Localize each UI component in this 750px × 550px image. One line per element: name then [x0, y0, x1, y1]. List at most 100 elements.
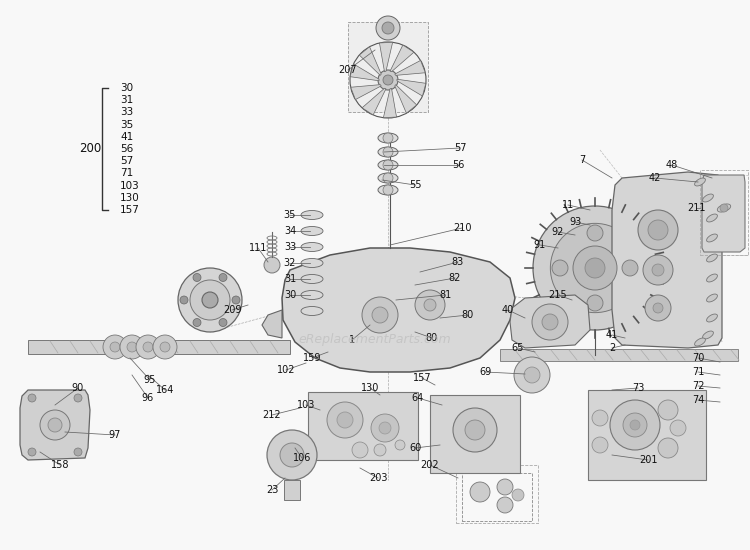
Ellipse shape: [703, 331, 713, 339]
Text: 7: 7: [579, 155, 585, 165]
Circle shape: [383, 75, 393, 85]
Text: 203: 203: [369, 473, 387, 483]
Polygon shape: [380, 42, 393, 72]
Circle shape: [630, 420, 640, 430]
Circle shape: [103, 335, 127, 359]
Bar: [348, 22, 428, 112]
Ellipse shape: [706, 294, 718, 302]
Text: 33: 33: [120, 107, 134, 117]
Text: 202: 202: [421, 460, 440, 470]
Polygon shape: [262, 310, 282, 338]
Text: 73: 73: [632, 383, 644, 393]
Circle shape: [40, 410, 70, 440]
Text: 82: 82: [448, 273, 461, 283]
Circle shape: [382, 22, 394, 34]
Circle shape: [74, 448, 82, 456]
Text: 72: 72: [692, 381, 704, 391]
Text: 42: 42: [649, 173, 662, 183]
Circle shape: [337, 412, 353, 428]
Circle shape: [670, 420, 686, 436]
Circle shape: [592, 410, 608, 426]
Text: 32: 32: [284, 258, 296, 268]
Ellipse shape: [378, 147, 398, 157]
Circle shape: [573, 246, 617, 290]
Text: 60: 60: [409, 443, 422, 453]
Ellipse shape: [703, 194, 713, 202]
Ellipse shape: [706, 234, 718, 242]
Circle shape: [378, 70, 398, 90]
Circle shape: [120, 335, 144, 359]
Circle shape: [415, 290, 445, 320]
Circle shape: [658, 438, 678, 458]
Circle shape: [136, 335, 160, 359]
Text: 41: 41: [606, 330, 618, 340]
Text: 159: 159: [303, 353, 321, 363]
Text: 33: 33: [284, 242, 296, 252]
Circle shape: [160, 342, 170, 352]
Circle shape: [362, 297, 398, 333]
Polygon shape: [702, 175, 745, 252]
Circle shape: [374, 444, 386, 456]
Circle shape: [587, 225, 603, 241]
Text: 92: 92: [552, 227, 564, 237]
Circle shape: [622, 260, 638, 276]
Ellipse shape: [717, 204, 730, 212]
Bar: [462, 473, 532, 521]
Polygon shape: [359, 47, 381, 75]
Circle shape: [28, 394, 36, 402]
Text: 57: 57: [120, 156, 134, 166]
Circle shape: [532, 304, 568, 340]
Circle shape: [497, 479, 513, 495]
Circle shape: [202, 292, 218, 308]
Text: 201: 201: [639, 455, 657, 465]
Circle shape: [193, 273, 201, 282]
Text: 93: 93: [568, 217, 581, 227]
Text: 69: 69: [478, 367, 491, 377]
Circle shape: [372, 307, 388, 323]
Text: 48: 48: [666, 160, 678, 170]
Ellipse shape: [378, 133, 398, 143]
Text: 164: 164: [156, 385, 174, 395]
Text: 1: 1: [349, 335, 355, 345]
Text: 130: 130: [120, 193, 140, 203]
Circle shape: [658, 400, 678, 420]
Text: 71: 71: [120, 168, 134, 178]
Ellipse shape: [301, 290, 323, 300]
Circle shape: [552, 260, 568, 276]
Polygon shape: [397, 79, 426, 96]
Polygon shape: [510, 295, 590, 348]
Bar: [284, 480, 300, 500]
Ellipse shape: [378, 160, 398, 170]
Circle shape: [376, 16, 400, 40]
Text: 212: 212: [262, 410, 281, 420]
Text: 97: 97: [109, 430, 122, 440]
Circle shape: [190, 280, 230, 320]
Ellipse shape: [706, 274, 718, 282]
Circle shape: [395, 440, 405, 450]
Circle shape: [153, 335, 177, 359]
Text: 90: 90: [72, 383, 84, 393]
Ellipse shape: [706, 314, 718, 322]
Circle shape: [264, 257, 280, 273]
Ellipse shape: [706, 254, 718, 262]
Bar: [500, 349, 738, 361]
Text: 56: 56: [120, 144, 134, 154]
Bar: [28, 340, 290, 354]
Text: 209: 209: [223, 305, 242, 315]
Polygon shape: [394, 85, 417, 113]
Circle shape: [424, 299, 436, 311]
Text: 106: 106: [292, 453, 311, 463]
Text: 40: 40: [502, 305, 515, 315]
Ellipse shape: [378, 185, 398, 195]
Text: 74: 74: [692, 395, 704, 405]
Text: 80: 80: [426, 333, 438, 343]
Text: 158: 158: [51, 460, 69, 470]
Text: 103: 103: [297, 400, 315, 410]
Text: 210: 210: [453, 223, 471, 233]
Ellipse shape: [301, 306, 323, 316]
Text: 96: 96: [142, 393, 154, 403]
Ellipse shape: [706, 214, 718, 222]
Text: 30: 30: [284, 290, 296, 300]
Circle shape: [74, 394, 82, 402]
Text: 31: 31: [284, 274, 296, 284]
